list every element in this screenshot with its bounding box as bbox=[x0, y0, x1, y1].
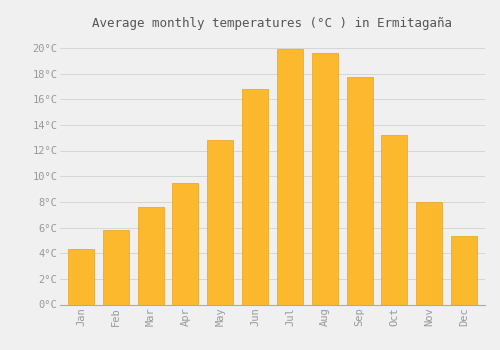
Bar bbox=[68, 249, 94, 304]
Bar bbox=[172, 183, 199, 304]
Bar bbox=[312, 53, 338, 304]
Bar bbox=[382, 135, 407, 304]
Bar bbox=[138, 207, 164, 304]
Bar bbox=[102, 230, 129, 304]
Bar bbox=[416, 202, 442, 304]
Bar bbox=[242, 89, 268, 304]
Bar bbox=[346, 77, 372, 304]
Bar bbox=[277, 49, 303, 304]
Bar bbox=[207, 140, 234, 304]
Title: Average monthly temperatures (°C ) in Ermitagaña: Average monthly temperatures (°C ) in Er… bbox=[92, 17, 452, 30]
Bar bbox=[451, 237, 477, 304]
